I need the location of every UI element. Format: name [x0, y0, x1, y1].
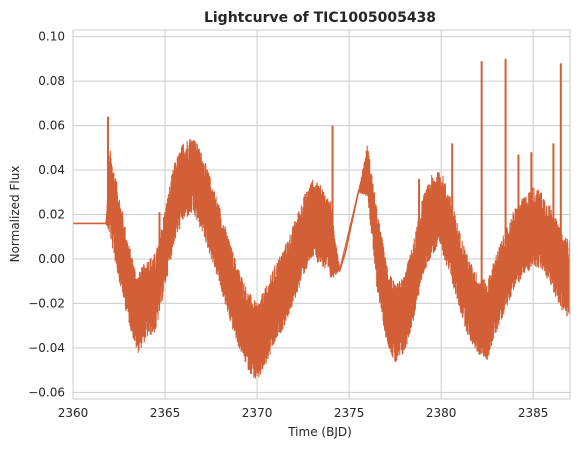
- y-tick-label: −0.06: [28, 385, 65, 399]
- x-axis-label: Time (BJD): [287, 425, 352, 439]
- y-tick-label: 0.04: [38, 163, 65, 177]
- flux-noise: [105, 139, 571, 379]
- y-axis-label: Normalized Flux: [8, 166, 22, 263]
- y-tick-labels: −0.06 −0.04 −0.02 0.00 0.02 0.04 0.06 0.08 0.10: [28, 30, 65, 400]
- x-tick-label: 2370: [242, 406, 273, 420]
- x-tick-label: 2365: [150, 406, 181, 420]
- y-tick-label: −0.02: [28, 296, 65, 310]
- axes-frame: [72, 29, 571, 400]
- plot-area: [73, 58, 571, 379]
- x-tick-labels: 2360 2365 2370 2375 2380 2385: [58, 406, 549, 420]
- x-tick-label: 2385: [518, 406, 549, 420]
- y-tick-label: 0.06: [38, 119, 65, 133]
- y-tick-label: 0.00: [38, 252, 65, 266]
- y-tick-label: 0.02: [38, 208, 65, 222]
- chart-title: Lightcurve of TIC1005005438: [204, 10, 436, 26]
- y-tick-label: −0.04: [28, 341, 65, 355]
- x-tick-label: 2375: [334, 406, 365, 420]
- x-tick-label: 2380: [426, 406, 457, 420]
- y-tick-label: 0.10: [38, 30, 65, 44]
- y-tick-label: 0.08: [38, 74, 65, 88]
- x-tick-label: 2360: [58, 406, 89, 420]
